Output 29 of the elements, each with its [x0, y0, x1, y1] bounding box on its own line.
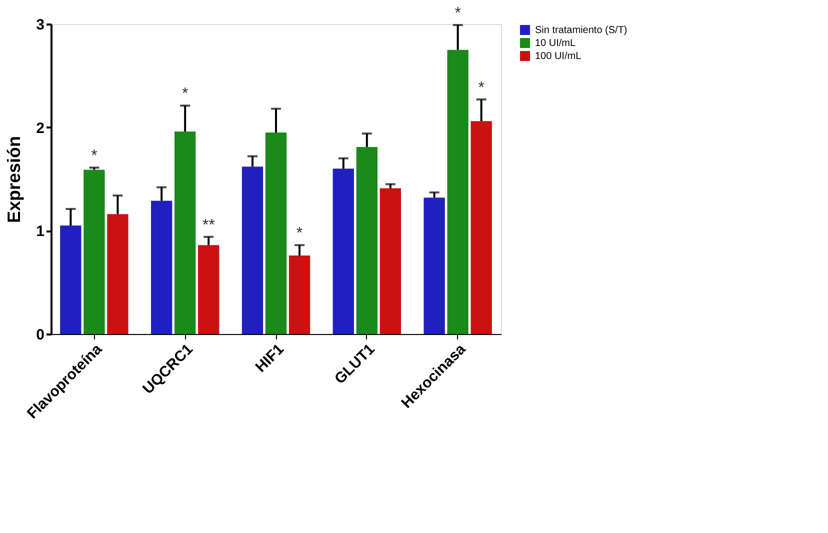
bar: [198, 245, 220, 334]
bar: [424, 198, 445, 334]
legend-label: 100 UI/mL: [535, 51, 582, 62]
bar: [447, 50, 468, 334]
data-label: *: [454, 5, 461, 22]
bar: [265, 132, 287, 334]
bar: [151, 200, 172, 334]
y-tick-label: 3: [36, 16, 44, 34]
bar: [332, 168, 354, 334]
legend-label: 10 UI/mL: [535, 38, 576, 49]
bar: [470, 121, 492, 334]
data-label: *: [182, 86, 188, 103]
y-tick-label: 1: [36, 223, 44, 240]
legend-label: Sin tratamiento (S/T): [535, 25, 628, 36]
data-label: *: [478, 79, 484, 96]
bar: [107, 214, 128, 334]
data-label: *: [296, 225, 303, 242]
bar: [242, 166, 264, 334]
bar: [380, 188, 401, 334]
bar: [60, 226, 82, 334]
bar: [356, 146, 378, 334]
bar: [84, 170, 105, 334]
data-label: *: [91, 148, 98, 165]
y-tick-label: 0: [36, 326, 44, 344]
bar: [288, 255, 310, 334]
y-tick-label: 2: [36, 120, 44, 137]
bar: [174, 131, 196, 334]
data-label: **: [202, 216, 215, 234]
y-axis-title: Expresión: [4, 136, 24, 224]
